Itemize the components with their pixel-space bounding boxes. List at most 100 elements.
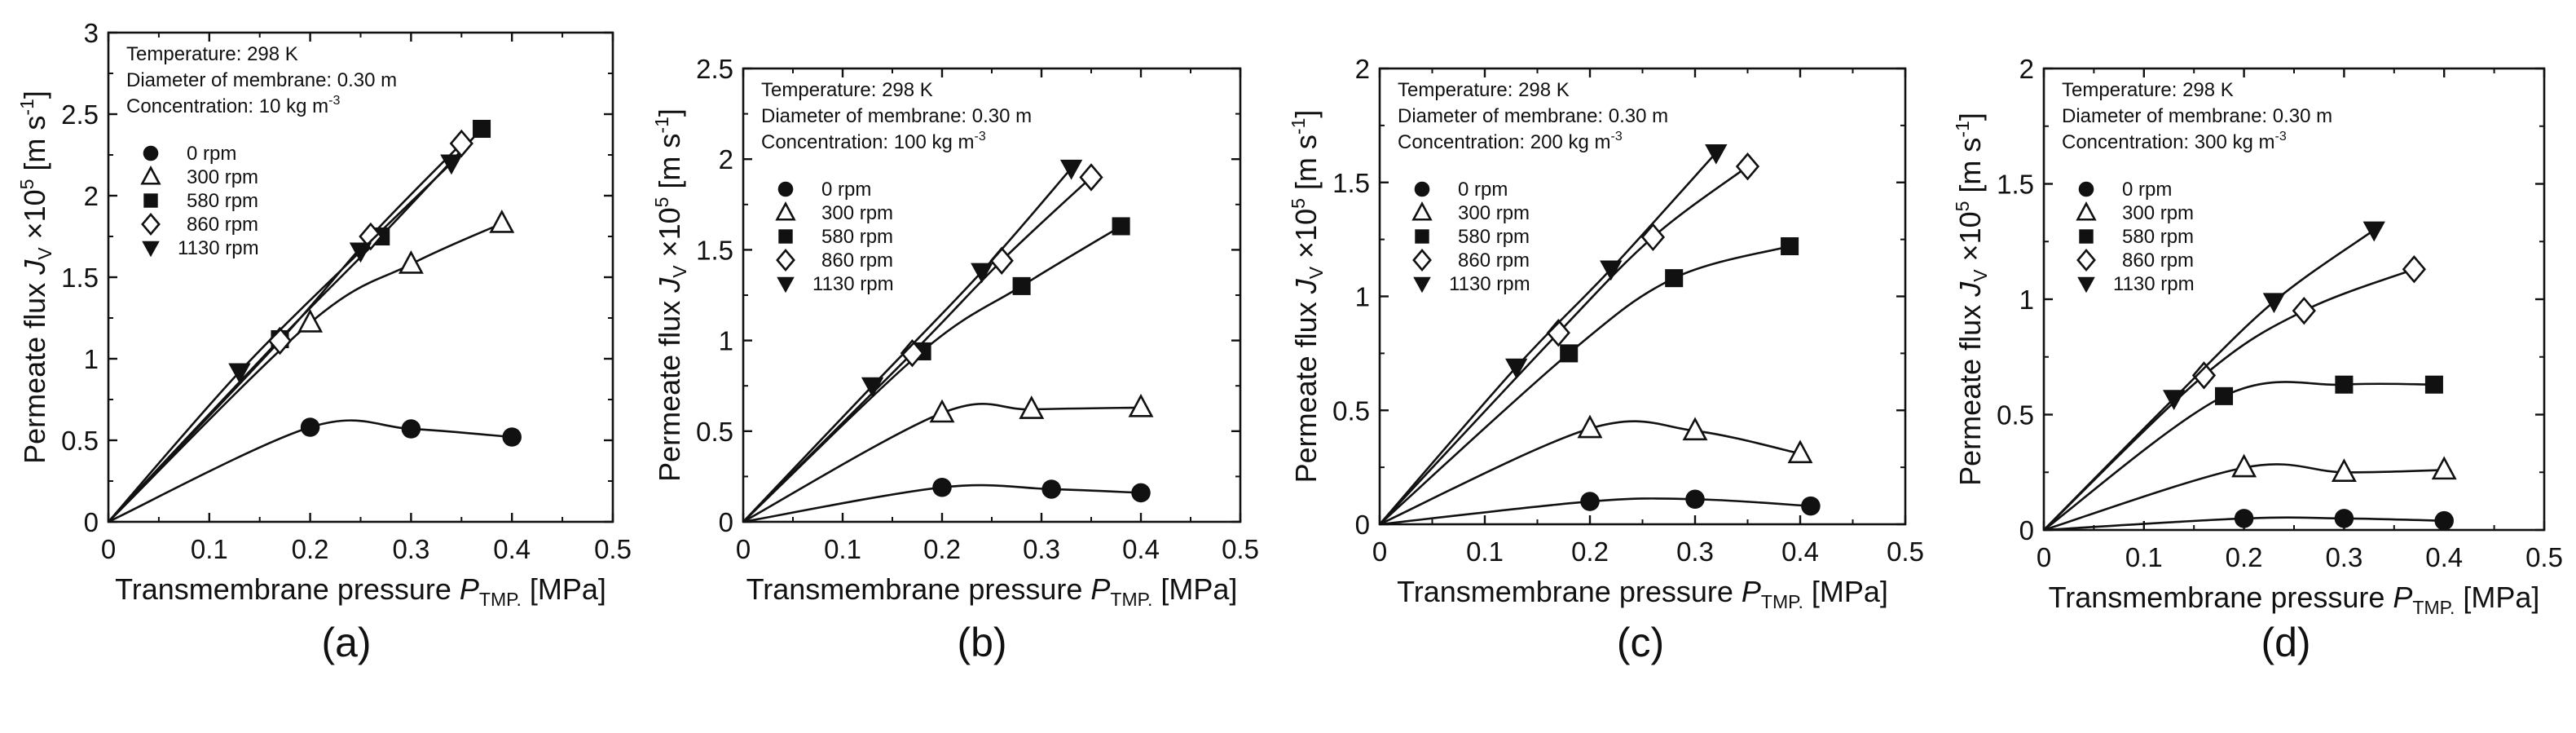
data-point — [2162, 390, 2186, 410]
data-point — [1128, 393, 1154, 417]
legend-marker — [1412, 248, 1432, 272]
legend-item: 580 rpm — [143, 190, 258, 212]
x-tick-label: 0 — [736, 534, 751, 564]
y-tick-label: 3 — [84, 18, 99, 48]
series-line — [742, 176, 1092, 523]
legend-label: 300 rpm — [2122, 202, 2194, 224]
y-tick-label: 1.5 — [1332, 168, 1370, 198]
data-point — [398, 250, 424, 274]
legend-label: 580 rpm — [187, 190, 258, 212]
data-point — [1781, 236, 1799, 256]
panel-label: (a) — [321, 620, 371, 665]
legend-label: 1130 rpm — [1449, 273, 1530, 295]
legend-label: 300 rpm — [1458, 202, 1530, 224]
data-point — [1735, 152, 1760, 181]
legend-marker — [141, 212, 161, 236]
y-tick-label: 0.5 — [1332, 395, 1370, 426]
y-axis-label: Permeate flux JV ×105 [m s-1] — [651, 108, 690, 482]
legend-label: 860 rpm — [1458, 249, 1530, 272]
x-tick-label: 0.1 — [2125, 542, 2163, 572]
data-point — [2335, 375, 2354, 394]
legend-item: 0 rpm — [777, 179, 871, 201]
legend-label: 1130 rpm — [812, 273, 894, 295]
legend-marker — [142, 241, 160, 258]
data-point — [1019, 395, 1045, 419]
series-line — [1379, 420, 1801, 526]
y-tick-label: 2.5 — [696, 54, 733, 84]
legend-label: 580 rpm — [1458, 226, 1530, 248]
condition-text: Diameter of membrane: 0.30 m — [1398, 105, 1668, 127]
legend-item: 860 rpm — [776, 248, 893, 272]
condition-text: Diameter of membrane: 0.30 m — [126, 69, 397, 91]
data-point — [359, 222, 383, 251]
data-point — [2402, 255, 2426, 284]
legend-marker — [777, 181, 794, 197]
data-point — [932, 477, 952, 497]
data-point — [2424, 375, 2443, 394]
y-tick-label: 2 — [2019, 54, 2034, 84]
y-tick-label: 0.5 — [61, 426, 99, 456]
legend-item: 0 rpm — [1414, 179, 1508, 201]
series-line — [742, 225, 1122, 523]
legend-marker — [2076, 201, 2097, 221]
series-line — [108, 143, 463, 523]
legend-marker — [2079, 229, 2094, 244]
legend-marker — [777, 276, 795, 294]
data-point — [228, 363, 251, 384]
legend-item: 300 rpm — [140, 166, 258, 188]
y-axis-label: Permeate flux JV ×105 [m s-1] — [16, 91, 55, 464]
series-line — [2043, 463, 2445, 532]
x-tick-label: 0.3 — [1023, 534, 1060, 564]
legend-marker — [1411, 201, 1433, 221]
y-tick-label: 2.5 — [61, 99, 99, 130]
legend-marker — [2078, 181, 2094, 197]
y-tick-label: 0.5 — [1997, 400, 2034, 431]
legend-item: 1130 rpm — [142, 237, 259, 259]
legend-item: 300 rpm — [1411, 201, 1530, 224]
legend-label: 0 rpm — [1458, 179, 1508, 201]
x-tick-label: 0.5 — [2525, 542, 2563, 572]
data-point — [1682, 417, 1708, 441]
data-point — [1012, 276, 1031, 295]
data-point — [2431, 456, 2457, 480]
legend-item: 300 rpm — [775, 201, 893, 224]
legend-item: 1130 rpm — [1413, 273, 1530, 295]
legend-marker — [140, 166, 161, 185]
data-point — [1059, 159, 1083, 180]
condition-text: Temperature: 298 K — [761, 79, 933, 101]
y-tick-label: 2 — [1355, 54, 1370, 84]
x-tick-label: 0.2 — [292, 534, 329, 564]
x-tick-label: 0.2 — [923, 534, 961, 564]
data-point — [2434, 510, 2454, 531]
x-tick-label: 0 — [1372, 537, 1387, 567]
series-line — [2043, 381, 2434, 532]
legend-label: 300 rpm — [187, 166, 258, 188]
chart-panel-a: 0 0.1 0.2 0.3 0.4 0.5 0 0.5 1 1.5 2 2.5 3 Transmembra… — [16, 18, 632, 665]
x-axis-label: Transmembrane pressure PTMP. [MPa] — [746, 572, 1238, 610]
legend-marker — [1413, 276, 1431, 294]
x-tick-label: 0.4 — [1122, 534, 1160, 564]
data-point — [300, 417, 320, 437]
y-tick-label: 0.5 — [696, 417, 733, 447]
legend-item: 580 rpm — [1415, 226, 1530, 248]
legend-item: 300 rpm — [2076, 201, 2194, 224]
legend-item: 0 rpm — [143, 143, 236, 165]
condition-text: Diameter of membrane: 0.30 m — [2062, 105, 2332, 127]
x-tick-label: 0.4 — [2425, 542, 2463, 572]
data-point — [401, 419, 421, 439]
legend-label: 580 rpm — [2122, 226, 2194, 248]
legend-label: 1130 rpm — [2113, 273, 2195, 295]
data-point — [1041, 479, 1061, 499]
y-tick-label: 1.5 — [696, 235, 733, 265]
chart-panel-d: 0 0.1 0.2 0.3 0.4 0.5 0 0.5 1 1.5 2 Transmembrane p… — [1952, 54, 2563, 665]
y-tick-label: 1 — [84, 344, 99, 374]
y-tick-label: 1.5 — [1997, 170, 2034, 200]
data-point — [1112, 217, 1130, 236]
x-tick-label: 0.1 — [1466, 537, 1504, 567]
data-point — [2334, 509, 2354, 528]
legend-label: 860 rpm — [187, 214, 258, 236]
concentration-text: Concentration: 200 kg m-3 — [1398, 130, 1623, 153]
data-point — [929, 399, 955, 423]
